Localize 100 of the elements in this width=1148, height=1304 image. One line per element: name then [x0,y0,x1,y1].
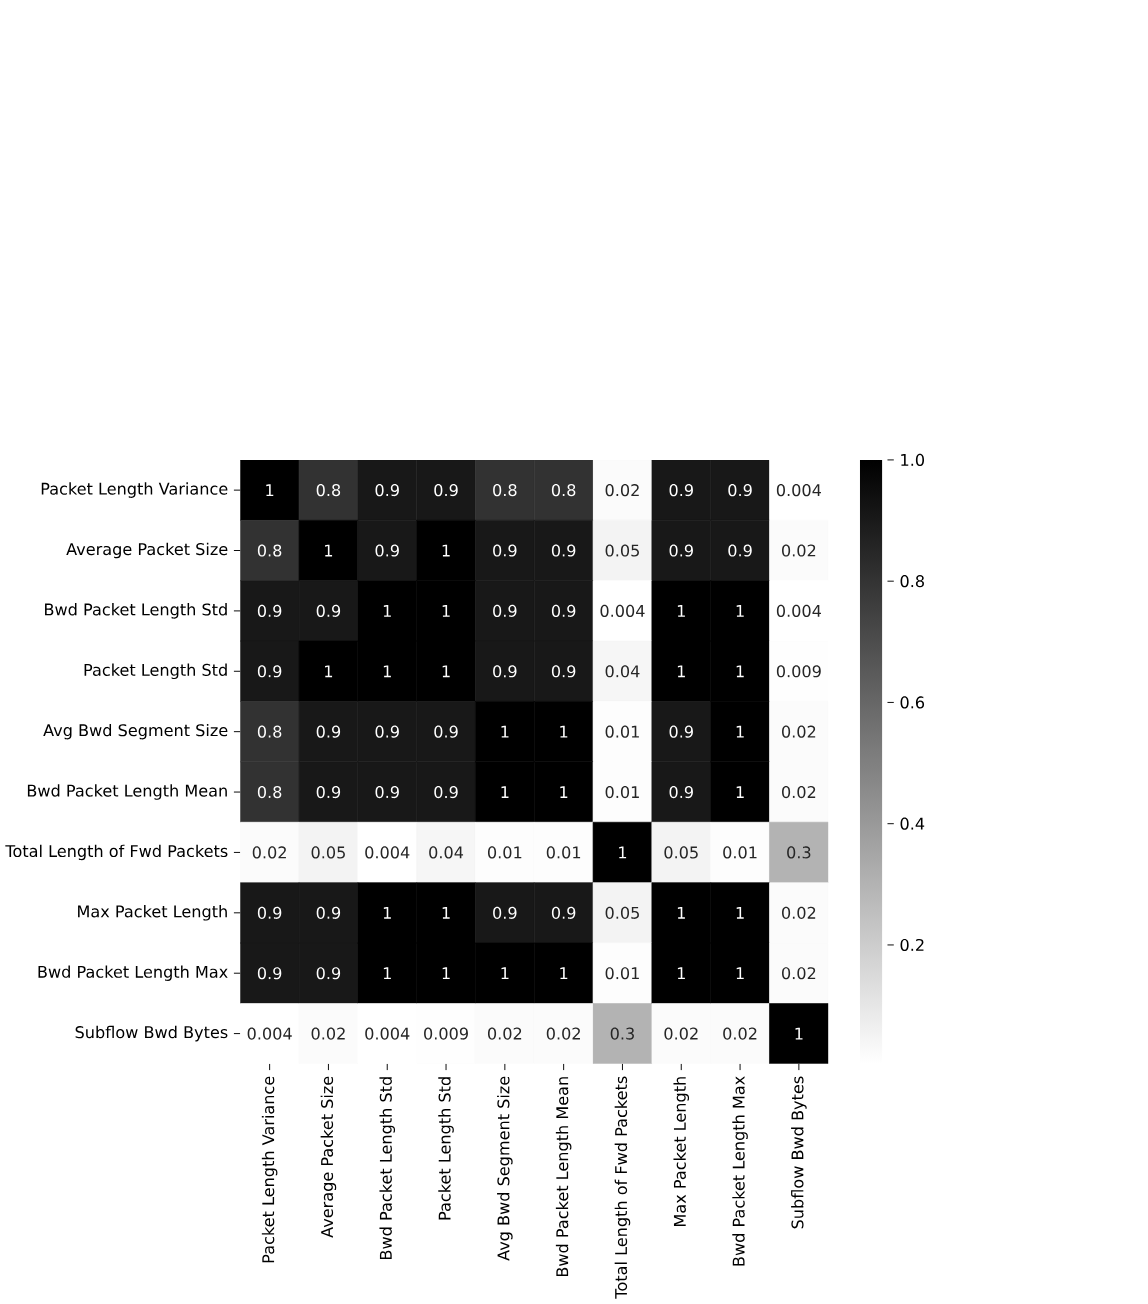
data-label: 0.02 [664,1027,698,1040]
y-tick-label: Bwd Packet Length Max [38,965,228,981]
data-label: 0.9 [492,544,517,557]
data-label: 0.004 [776,604,821,617]
data-label: 0.9 [375,484,399,497]
data-label: 1 [442,906,450,919]
y-tick-label: Total Length of Fwd Packets [5,844,228,861]
data-label: 0.004 [247,1027,292,1040]
data-label: 0.9 [728,484,752,497]
x-tick-label: Max Packet Length [673,1077,689,1226]
data-label: 1 [618,846,626,859]
color-bar-label: 0.4 [900,817,924,830]
data-label: 0.9 [316,604,340,617]
data-label: 1 [795,1027,803,1040]
data-label: 1 [324,665,332,678]
data-label: 0.8 [257,544,282,557]
data-label: 1 [383,605,391,617]
data-label: 1 [736,906,744,919]
data-label: 0.9 [669,484,693,497]
color-bar-label: 0.8 [900,575,924,588]
y-tick-label: Packet Length Std [84,663,227,680]
data-label: 0.009 [776,665,821,678]
data-label: 0.01 [723,846,757,859]
data-label: 1 [736,605,744,617]
data-label: 1 [736,665,744,678]
data-label: 0.05 [605,544,639,557]
data-label: 1 [383,665,391,678]
data-label: 0.9 [492,906,517,919]
data-label: 0.02 [487,1027,521,1040]
data-label: 0.9 [551,544,576,557]
data-label: 0.9 [316,906,340,919]
data-label: 0.02 [781,544,815,557]
data-label: 0.01 [605,725,639,738]
color-bar-label: 0.6 [900,696,924,709]
data-label: 1 [501,786,509,798]
data-label: 0.01 [487,846,522,859]
data-label: 0.9 [375,785,399,799]
data-label: 1 [501,967,509,980]
data-label: 0.9 [434,725,458,738]
data-label: 0.9 [669,544,693,557]
data-label: 0.009 [423,1027,468,1040]
data-label: 0.9 [728,544,752,557]
data-label: 0.02 [311,1027,345,1040]
x-tick-label: Average Packet Size [320,1076,337,1238]
data-label: 0.8 [257,785,282,799]
data-label: 0.3 [610,1027,634,1040]
data-label: 0.01 [605,967,639,980]
data-label: 1 [383,906,391,919]
data-label: 0.004 [365,846,410,859]
data-label: 0.9 [492,665,517,678]
color-bar-label: 0.2 [900,938,924,952]
data-label: 0.9 [434,785,458,799]
data-label: 1 [442,544,450,557]
y-tick-label: Bwd Packet Length Std [44,603,227,619]
color-bar-label: 1.0 [901,453,924,466]
data-label: 0.004 [600,604,645,617]
data-label: 0.9 [551,604,576,617]
data-label: 1 [677,967,685,980]
data-label: 1 [560,786,568,798]
data-label: 0.9 [551,665,576,678]
data-label: 0.02 [546,1027,580,1040]
data-label: 0.9 [316,725,340,738]
data-label: 0.004 [365,1027,410,1040]
data-label: 0.02 [723,1027,757,1040]
x-tick-label: Bwd Packet Length Max [732,1076,748,1266]
data-label: 0.9 [375,544,399,557]
data-label: 0.02 [781,725,815,738]
data-label: 0.004 [776,484,821,497]
data-label: 1 [383,967,391,980]
data-label: 1 [736,786,744,798]
y-tick-label: Subflow Bwd Bytes [75,1025,228,1042]
data-label: 0.8 [257,725,282,738]
data-label: 0.02 [781,967,815,980]
data-label: 0.02 [252,846,286,859]
data-label: 0.9 [257,604,282,617]
data-label: 0.9 [257,906,282,919]
data-label: 0.9 [434,484,458,497]
data-label: 1 [501,725,509,738]
data-label: 1 [266,484,274,496]
data-label: 1 [677,665,685,678]
data-label: 1 [560,725,568,738]
x-tick-label: Packet Length Std [438,1077,454,1220]
data-label: 0.9 [669,785,693,799]
x-tick-label: Bwd Packet Length Std [379,1077,395,1259]
data-label: 1 [442,665,450,678]
data-label: 0.05 [664,846,698,859]
data-label: 1 [560,967,568,980]
data-label: 0.9 [316,967,340,980]
data-label: 0.04 [429,846,463,859]
data-label: 1 [324,544,332,557]
data-label: 1 [677,906,685,919]
data-label: 0.8 [551,484,576,497]
y-tick-label: Packet Length Variance [41,482,228,498]
data-label: 0.9 [492,604,517,617]
data-label: 1 [442,605,450,617]
data-label: 0.9 [316,785,340,799]
data-label: 0.05 [311,846,345,859]
data-label: 0.9 [375,725,399,738]
data-label: 0.9 [551,906,576,919]
data-label: 0.9 [669,725,693,738]
